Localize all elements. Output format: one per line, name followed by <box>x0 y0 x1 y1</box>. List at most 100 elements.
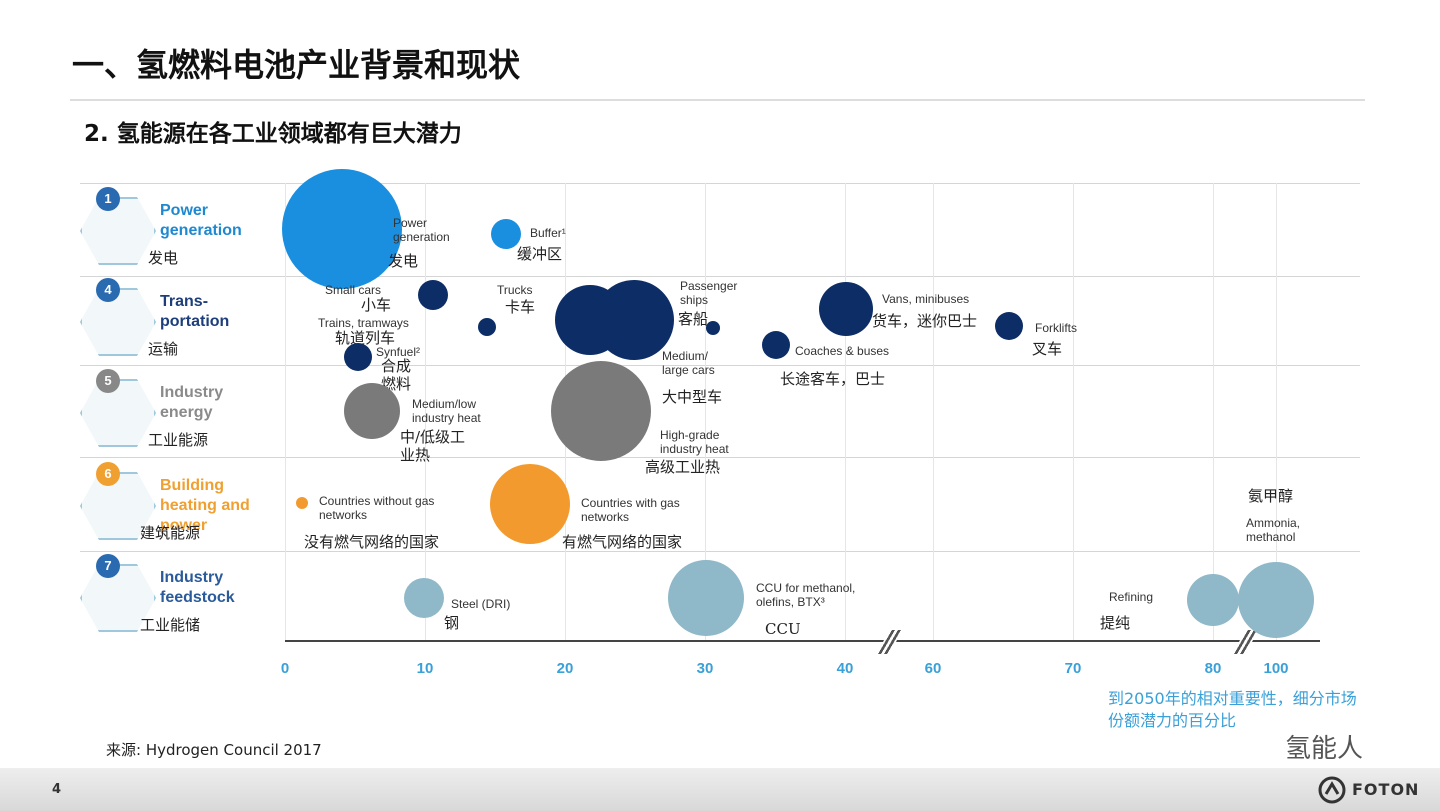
sector-name: Trans- portation <box>160 293 230 330</box>
grid-line <box>933 183 934 640</box>
bubble-label-zh: 轨道列车 <box>335 329 396 347</box>
footer-band <box>0 768 1440 811</box>
bubble <box>1238 562 1314 638</box>
bubble <box>490 464 570 544</box>
x-tick-label: 20 <box>556 660 574 677</box>
slide-title: 一、氢燃料电池产业背景和现状 <box>72 46 521 84</box>
sector-icon <box>80 197 156 265</box>
bubble <box>343 383 400 439</box>
bubble-label: Small cars <box>325 283 382 297</box>
sector-icon <box>80 288 156 356</box>
row-line <box>80 276 1360 277</box>
bubble-label: Buffer¹ <box>530 226 566 240</box>
axis-break <box>871 630 907 654</box>
logo-icon <box>1318 776 1346 804</box>
bubble-label-zh: 中/低级工业热 <box>400 428 466 464</box>
bubble <box>668 560 745 636</box>
grid-line <box>285 183 286 640</box>
sector-number: 1 <box>96 187 120 211</box>
bubble-label: Coaches & buses <box>795 344 890 358</box>
bubble-label: Steel (DRI) <box>451 597 511 611</box>
bubble-label: Countries without gas networks <box>319 494 435 522</box>
bubble <box>477 318 496 336</box>
sector-name: Industry energy <box>160 384 224 421</box>
sector-name-zh: 工业能源 <box>148 431 209 449</box>
bubble-label-zh: 发电 <box>388 252 419 270</box>
bubble-label: Trains, tramways <box>318 316 409 330</box>
grid-line <box>845 183 846 640</box>
x-tick-label: 100 <box>1263 660 1289 677</box>
x-tick-label: 0 <box>280 660 290 677</box>
bubble-label-zh: 高级工业热 <box>645 458 721 476</box>
sector-name-zh: 发电 <box>148 249 179 267</box>
bubble-label: Medium/ large cars <box>662 349 715 377</box>
bubble <box>403 578 444 618</box>
bubble-label: Medium/low industry heat <box>412 397 481 425</box>
x-tick-label: 70 <box>1064 660 1082 677</box>
bubble-label-zh: 货车，迷你巴士 <box>872 312 978 330</box>
row-line <box>80 551 1360 552</box>
sector-name: Industry feedstock <box>160 569 235 606</box>
bubble-label-zh: 有燃气网络的国家 <box>562 533 683 551</box>
bubble-label-zh: 叉车 <box>1032 340 1063 358</box>
grid-line <box>1073 183 1074 640</box>
sector-name: Building heating and power <box>160 477 250 534</box>
bubble <box>762 331 791 359</box>
row-line <box>80 365 1360 366</box>
bubble-label: Trucks <box>497 283 533 297</box>
page-number: 4 <box>52 782 62 797</box>
sector-number: 5 <box>96 369 120 393</box>
bubble <box>282 169 403 289</box>
sector-number: 7 <box>96 554 120 578</box>
bubble <box>1187 574 1239 626</box>
sector-number: 4 <box>96 278 120 302</box>
row-line <box>80 183 1360 184</box>
bubble-label-zh: 大中型车 <box>662 388 723 406</box>
grid-line <box>425 183 426 640</box>
axis-break <box>1226 630 1263 654</box>
x-tick-label: 30 <box>696 660 714 677</box>
bubble <box>418 280 449 310</box>
bubble-label-zh: 缓冲区 <box>517 245 563 263</box>
bubble-label: Passenger ships <box>680 279 738 307</box>
bubble-label-zh: 客船 <box>678 310 709 328</box>
source: 来源: Hydrogen Council 2017 <box>106 741 322 759</box>
bubble-label-zh: 氨甲醇 <box>1248 487 1294 505</box>
sector-number: 6 <box>96 462 120 486</box>
sector-name-zh: 运输 <box>148 340 179 358</box>
divider <box>70 99 1365 101</box>
bubble <box>295 497 308 509</box>
bubble <box>491 219 522 249</box>
x-tick-label: 10 <box>416 660 434 677</box>
bubble-label-zh: CCU <box>765 620 801 638</box>
x-tick-label: 60 <box>924 660 942 677</box>
bubble-label: Forklifts <box>1035 321 1077 335</box>
row-line <box>80 457 1360 458</box>
chart-note: 到2050年的相对重要性，细分市场份额潜力的百分比 <box>1108 689 1357 730</box>
sector-name: Power generation <box>160 202 242 239</box>
sector-icon <box>80 379 156 447</box>
bubble-label: Synfuel² <box>376 345 421 359</box>
watermark: 氢能人 <box>1285 734 1364 764</box>
sector-name-zh: 建筑能源 <box>140 524 201 542</box>
bubble-label: Power generation <box>393 216 450 244</box>
bubble <box>706 321 721 335</box>
bubble-label: Ammonia, methanol <box>1246 516 1301 544</box>
bubble-label: Vans, minibuses <box>882 292 970 306</box>
grid-line <box>1213 183 1214 640</box>
grid-line <box>705 183 706 640</box>
bubble-label-zh: 卡车 <box>505 298 536 316</box>
bubble-label-zh: 提纯 <box>1100 614 1131 632</box>
bubble-label: CCU for methanol, olefins, BTX³ <box>756 581 856 609</box>
bubble <box>593 280 674 360</box>
bubble <box>818 282 873 336</box>
x-tick-label: 80 <box>1204 660 1222 677</box>
bubble-label: High-grade industry heat <box>660 428 729 456</box>
bubble <box>551 361 652 461</box>
bubble-label-zh: 没有燃气网络的国家 <box>304 533 440 551</box>
bubble-label: Countries with gas networks <box>581 496 680 524</box>
bubble-label-zh: 钢 <box>444 614 460 632</box>
slide-subtitle: 2. 氢能源在各工业领域都有巨大潜力 <box>84 121 462 147</box>
bubble-label-zh: 小车 <box>361 296 392 314</box>
